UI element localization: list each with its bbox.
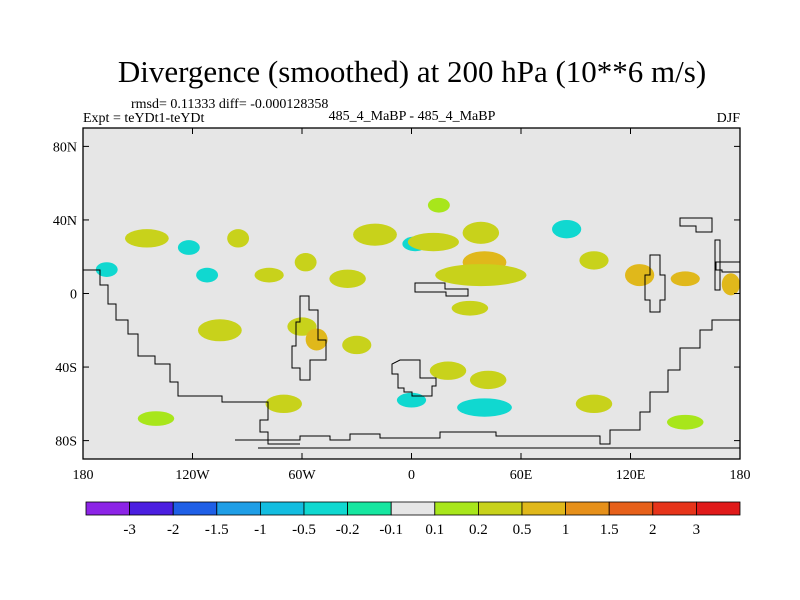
coastline-africa (391, 359, 437, 397)
divergence-field (95, 197, 740, 430)
divergence-blob-22 (287, 317, 317, 336)
colorbar-label-13: 3 (693, 522, 701, 538)
colorbar: -3 -2 -1.5 -1 -0.5 -0.2 -0.1 0.1 0.2 0.5 1 1.5 2 3 (85, 501, 741, 538)
stats-line: rmsd= 0.11333 diff= -0.000128358 (131, 97, 328, 112)
divergence-blob-8 (329, 269, 366, 288)
divergence-blob-24 (342, 335, 372, 355)
experiment-label: Expt = teYDt1-teYDt (83, 111, 205, 126)
coastline-antarctica (235, 319, 740, 445)
colorbar-swatch-0 (85, 501, 130, 516)
colorbar-label-3: -1 (254, 522, 267, 538)
colorbar-swatch-9 (477, 501, 523, 516)
colorbar-swatch-6 (347, 501, 392, 516)
colorbar-swatch-5 (303, 501, 348, 516)
divergence-blob-10 (407, 232, 459, 252)
divergence-blob-25 (429, 361, 467, 380)
colorbar-swatch-11 (565, 501, 610, 516)
divergence-blob-4 (196, 267, 219, 283)
coastline-australia (714, 239, 721, 291)
colorbar-swatch-12 (608, 501, 654, 516)
colorbar-swatch-1 (129, 501, 174, 516)
colorbar-swatch-13 (652, 501, 697, 516)
colorbar-swatch-2 (172, 501, 218, 516)
colorbar-label-2: -1.5 (205, 522, 229, 538)
x-tick-label-1: 120W (175, 468, 210, 483)
chart-title: Divergence (smoothed) at 200 hPa (10**6 … (118, 54, 706, 89)
divergence-blob-6 (254, 267, 284, 283)
y-tick-label-0: 80N (53, 140, 77, 155)
colorbar-label-10: 1 (562, 522, 570, 538)
colorbar-label-8: 0.2 (469, 522, 488, 538)
season-label: DJF (717, 111, 741, 126)
divergence-blob-14 (435, 264, 527, 287)
divergence-blob-30 (457, 398, 512, 417)
divergence-blob-32 (667, 414, 704, 430)
divergence-blob-1 (95, 262, 118, 277)
divergence-blob-23 (305, 328, 328, 351)
divergence-blob-31 (575, 394, 613, 414)
coastline-east-africa (414, 282, 469, 297)
colorbar-label-6: -0.1 (379, 522, 403, 538)
divergence-blob-12 (427, 197, 450, 213)
coastline-east-pacific (715, 261, 740, 273)
case-label: 485_4_MaBP - 485_4_MaBP (329, 109, 496, 124)
plot-background (83, 128, 740, 459)
x-tick-label-5: 120E (616, 468, 646, 483)
x-tick-label-0: 180 (73, 468, 94, 483)
divergence-blob-5 (227, 229, 250, 248)
coastline-south-america (291, 295, 327, 381)
colorbar-label-12: 2 (649, 522, 657, 538)
divergence-blob-19 (670, 271, 700, 287)
divergence-blob-28 (265, 394, 302, 414)
y-tick-label-4: 80S (55, 435, 77, 450)
divergence-blob-17 (579, 251, 609, 270)
continent-outlines (83, 217, 740, 449)
y-tick-label-2: 0 (70, 288, 77, 303)
colorbar-label-5: -0.2 (336, 522, 360, 538)
divergence-blob-7 (294, 253, 317, 272)
y-tick-label-1: 40N (53, 214, 77, 229)
x-tick-label-6: 180 (730, 468, 751, 483)
divergence-blob-9 (353, 223, 397, 246)
colorbar-swatch-3 (216, 501, 261, 516)
colorbar-label-0: -3 (123, 522, 136, 538)
divergence-blob-3 (177, 240, 200, 255)
colorbar-swatch-7 (390, 501, 436, 516)
divergence-blob-20 (721, 273, 740, 296)
x-tick-label-3: 0 (408, 468, 415, 483)
colorbar-swatch-8 (434, 501, 479, 516)
colorbar-swatch-10 (521, 501, 566, 516)
divergence-blob-15 (451, 300, 489, 316)
x-tick-label-2: 60W (288, 468, 316, 483)
y-tick-label-3: 40S (55, 361, 77, 376)
divergence-blob-21 (197, 319, 242, 342)
map-axes: 180 120W 60W 0 60E 120E 180 80N 40N 0 40S 80S (53, 128, 751, 483)
colorbar-label-4: -0.5 (292, 522, 316, 538)
coastline-asia (644, 254, 666, 313)
divergence-blob-26 (469, 370, 507, 390)
coastline-north-america (83, 269, 300, 445)
divergence-blob-2 (124, 229, 169, 248)
colorbar-label-1: -2 (167, 522, 180, 538)
divergence-blob-11 (462, 221, 500, 244)
colorbar-swatch-14 (696, 501, 741, 516)
colorbar-label-11: 1.5 (600, 522, 619, 538)
colorbar-swatch-4 (259, 501, 305, 516)
x-tick-label-4: 60E (510, 468, 533, 483)
divergence-blob-16 (552, 219, 582, 239)
divergence-blob-29 (137, 411, 175, 426)
divergence-blob-18 (625, 264, 655, 287)
colorbar-label-9: 0.5 (513, 522, 532, 538)
colorbar-label-7: 0.1 (425, 522, 444, 538)
coastline-japan (679, 217, 713, 233)
